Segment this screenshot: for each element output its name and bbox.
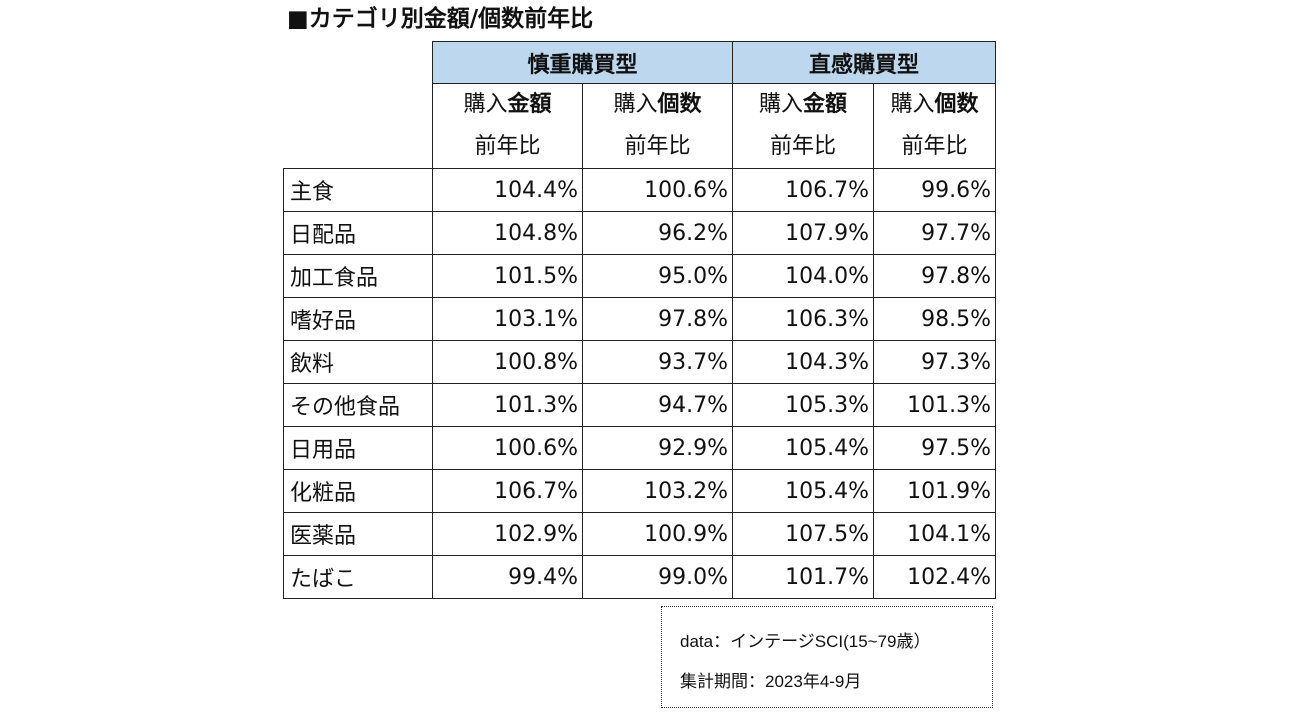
value-cell: 99.0% [582, 555, 733, 599]
column-header-prefix: 購入 [463, 92, 508, 117]
category-cell: 加工食品 [283, 254, 433, 298]
value-cell: 101.3% [873, 383, 996, 427]
value-cell: 100.9% [582, 512, 733, 556]
category-cell: 医薬品 [283, 512, 433, 556]
column-header-line2: 前年比 [901, 134, 968, 159]
column-header-prefix: 購入 [758, 92, 803, 117]
value-cell: 99.6% [873, 168, 996, 212]
category-cell: 日用品 [283, 426, 433, 470]
column-header-line2: 前年比 [474, 134, 541, 159]
value-cell: 100.6% [582, 168, 733, 212]
table-row: 医薬品 102.9% 100.9% 107.5% 104.1% [283, 512, 996, 556]
table-row: 日用品 100.6% 92.9% 105.4% 97.5% [283, 426, 996, 470]
column-header-emphasis: 金額 [803, 92, 848, 117]
value-cell: 107.9% [732, 211, 874, 255]
value-cell: 99.4% [432, 555, 583, 599]
column-header-line2: 前年比 [624, 134, 691, 159]
value-cell: 102.9% [432, 512, 583, 556]
value-cell: 97.8% [582, 297, 733, 341]
column-header-prefix: 購入 [613, 92, 658, 117]
value-cell: 97.3% [873, 340, 996, 384]
value-cell: 105.4% [732, 426, 874, 470]
value-cell: 95.0% [582, 254, 733, 298]
category-cell: 飲料 [283, 340, 433, 384]
chart-title: ■カテゴリ別金額/個数前年比 [287, 6, 594, 32]
column-header: 購入金額前年比 [732, 83, 874, 169]
corner-cell [284, 42, 433, 84]
value-cell: 100.8% [432, 340, 583, 384]
category-cell: 化粧品 [283, 469, 433, 513]
column-header-emphasis: 個数 [657, 92, 702, 117]
value-cell: 97.5% [873, 426, 996, 470]
value-cell: 96.2% [582, 211, 733, 255]
table-row: たばこ 99.4% 99.0% 101.7% 102.4% [283, 555, 996, 599]
group-header-careful: 慎重購買型 [432, 41, 733, 84]
value-cell: 104.4% [432, 168, 583, 212]
category-cell: 日配品 [283, 211, 433, 255]
value-cell: 104.8% [432, 211, 583, 255]
value-cell: 97.7% [873, 211, 996, 255]
table-row: その他食品 101.3% 94.7% 105.3% 101.3% [283, 383, 996, 427]
value-cell: 104.1% [873, 512, 996, 556]
table-row: 主食 104.4% 100.6% 106.7% 99.6% [283, 168, 996, 212]
table-row: 嗜好品 103.1% 97.8% 106.3% 98.5% [283, 297, 996, 341]
column-header: 購入個数前年比 [582, 83, 733, 169]
group-header-intuitive: 直感購買型 [732, 41, 996, 84]
table-row: 飲料 100.8% 93.7% 104.3% 97.3% [283, 340, 996, 384]
value-cell: 104.0% [732, 254, 874, 298]
data-note-box: data：インテージSCI(15~79歳） 集計期間：2023年4-9月 [661, 606, 993, 708]
data-source-text: data：インテージSCI(15~79歳） [680, 632, 931, 651]
category-cell: 嗜好品 [283, 297, 433, 341]
column-header-emphasis: 金額 [507, 92, 552, 117]
category-cell: 主食 [283, 168, 433, 212]
column-header: 購入金額前年比 [432, 83, 583, 169]
sub-header-row: 購入金額 前年比 購入個数 前年比 購入金額 前年比 購入個数 前年比 [284, 83, 996, 169]
value-cell: 103.2% [582, 469, 733, 513]
value-cell: 103.1% [432, 297, 583, 341]
value-cell: 93.7% [582, 340, 733, 384]
value-cell: 92.9% [582, 426, 733, 470]
column-header-line1: 購入金額 [734, 85, 873, 127]
column-header-emphasis: 個数 [934, 92, 979, 117]
column-header-line1: 購入個数 [875, 85, 995, 127]
value-cell: 105.3% [732, 383, 874, 427]
value-cell: 101.7% [732, 555, 874, 599]
value-cell: 101.5% [432, 254, 583, 298]
column-header-prefix: 購入 [890, 92, 935, 117]
value-cell: 100.6% [432, 426, 583, 470]
category-cell: たばこ [283, 555, 433, 599]
table-body: 主食 104.4% 100.6% 106.7% 99.6% 日配品 104.8% 96.2% 1… [283, 168, 996, 599]
aggregation-period-text: 集計期間：2023年4-9月 [680, 672, 862, 691]
group-header-row: 慎重購買型 直感購買型 [284, 41, 996, 84]
yoy-table: 慎重購買型 直感購買型 購入金額 前年比 購入個数 前年比 購入金額 前年比 購入個数 前年比… [283, 41, 996, 599]
value-cell: 106.3% [732, 297, 874, 341]
value-cell: 106.7% [432, 469, 583, 513]
value-cell: 98.5% [873, 297, 996, 341]
table-row: 日配品 104.8% 96.2% 107.9% 97.7% [283, 211, 996, 255]
value-cell: 94.7% [582, 383, 733, 427]
value-cell: 105.4% [732, 469, 874, 513]
value-cell: 97.8% [873, 254, 996, 298]
value-cell: 101.3% [432, 383, 583, 427]
table-row: 化粧品 106.7% 103.2% 105.4% 101.9% [283, 469, 996, 513]
category-cell: その他食品 [283, 383, 433, 427]
value-cell: 104.3% [732, 340, 874, 384]
corner-cell [284, 84, 433, 169]
value-cell: 102.4% [873, 555, 996, 599]
column-header-line1: 購入個数 [584, 85, 732, 127]
column-header: 購入個数前年比 [873, 83, 996, 169]
value-cell: 106.7% [732, 168, 874, 212]
column-header-line2: 前年比 [769, 134, 836, 159]
value-cell: 107.5% [732, 512, 874, 556]
table-row: 加工食品 101.5% 95.0% 104.0% 97.8% [283, 254, 996, 298]
value-cell: 101.9% [873, 469, 996, 513]
column-header-line1: 購入金額 [434, 85, 582, 127]
